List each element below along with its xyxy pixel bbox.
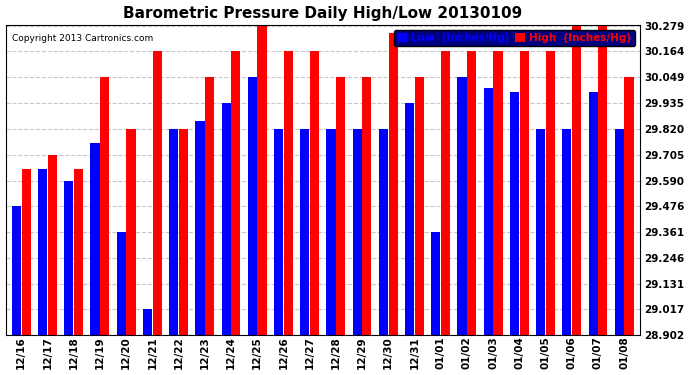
Bar (353, 129, 362, 335)
Bar (205, 77, 214, 335)
Bar (179, 129, 188, 335)
Bar (431, 232, 440, 335)
Bar (510, 92, 519, 335)
Bar (379, 129, 388, 335)
Bar (90, 143, 99, 335)
Bar (221, 103, 230, 335)
Bar (493, 51, 502, 335)
Bar (546, 51, 555, 335)
Legend: Low  (Inches/Hg), High  (Inches/Hg): Low (Inches/Hg), High (Inches/Hg) (393, 30, 635, 46)
Bar (615, 129, 624, 335)
Bar (74, 169, 83, 335)
Bar (388, 33, 397, 335)
Title: Barometric Pressure Daily High/Low 20130109: Barometric Pressure Daily High/Low 20130… (123, 6, 522, 21)
Bar (589, 92, 598, 335)
Bar (38, 169, 47, 335)
Bar (441, 51, 450, 335)
Bar (143, 309, 152, 335)
Bar (48, 154, 57, 335)
Bar (152, 51, 161, 335)
Text: Copyright 2013 Cartronics.com: Copyright 2013 Cartronics.com (12, 34, 153, 43)
Bar (248, 77, 257, 335)
Bar (274, 129, 283, 335)
Bar (326, 129, 335, 335)
Bar (362, 77, 371, 335)
Bar (126, 129, 135, 335)
Bar (12, 206, 21, 335)
Bar (484, 88, 493, 335)
Bar (169, 129, 178, 335)
Bar (310, 51, 319, 335)
Bar (467, 51, 476, 335)
Bar (598, 26, 607, 335)
Bar (624, 77, 633, 335)
Bar (536, 129, 545, 335)
Bar (562, 129, 571, 335)
Bar (195, 122, 204, 335)
Bar (415, 77, 424, 335)
Bar (284, 51, 293, 335)
Bar (257, 26, 266, 335)
Bar (405, 103, 414, 335)
Bar (300, 129, 309, 335)
Bar (231, 51, 240, 335)
Bar (100, 77, 109, 335)
Bar (117, 232, 126, 335)
Bar (336, 77, 345, 335)
Bar (572, 26, 581, 335)
Bar (64, 180, 73, 335)
Bar (520, 51, 529, 335)
Bar (457, 77, 466, 335)
Bar (21, 169, 31, 335)
